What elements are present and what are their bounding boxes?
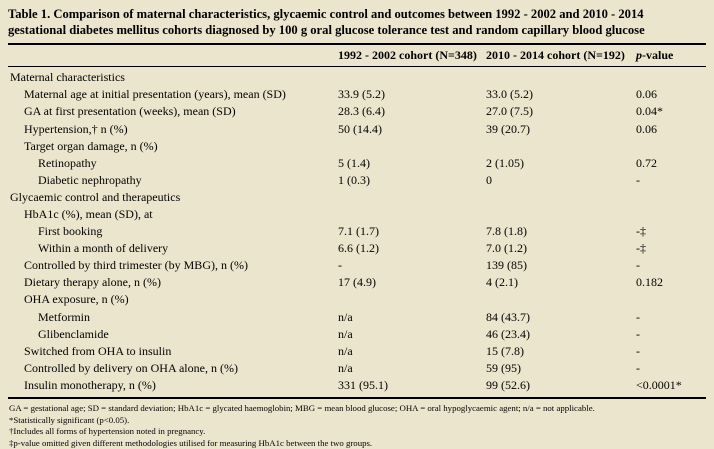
rule-below-header <box>8 66 706 68</box>
row-label: Switched from OHA to insulin <box>24 343 172 358</box>
table-title: Table 1. Comparison of maternal characte… <box>8 7 645 38</box>
footnote-pvalue-omitted: ‡p-value omitted given different methodo… <box>9 437 373 448</box>
cell-cohort1: 50 (14.4) <box>338 121 382 136</box>
row-label: HbA1c (%), mean (SD), at <box>24 206 153 221</box>
table-row: Switched from OHA to insulin n/a 15 (7.8) - <box>8 343 706 360</box>
cell-cohort1: 7.1 (1.7) <box>338 224 379 239</box>
cell-cohort1: - <box>338 258 342 273</box>
table-row: First booking 7.1 (1.7) 7.8 (1.8) -‡ <box>8 223 706 240</box>
rule-below-title <box>8 43 706 46</box>
row-label: First booking <box>38 224 103 239</box>
cell-pvalue: - <box>636 360 640 375</box>
cell-cohort1: 1 (0.3) <box>338 172 370 187</box>
cell-cohort2: 99 (52.6) <box>486 377 530 392</box>
table-row: OHA exposure, n (%) <box>8 291 706 308</box>
cell-pvalue: - <box>636 326 640 341</box>
cell-cohort2: 2 (1.05) <box>486 155 524 170</box>
cell-cohort1: 6.6 (1.2) <box>338 241 379 256</box>
table-body: Maternal characteristics Maternal age at … <box>8 67 706 394</box>
header-pvalue-p: p <box>636 48 642 63</box>
table-header-row: 1992 - 2002 cohort (N=348) 2010 - 2014 c… <box>8 45 706 66</box>
cell-pvalue: <0.0001* <box>636 377 682 392</box>
table-row: GA at first presentation (weeks), mean (… <box>8 103 706 120</box>
header-pvalue-rest: -value <box>642 48 674 63</box>
table-row: Maternal characteristics <box>8 69 706 86</box>
footnote-significance: *Statistically significant (p<0.05). <box>9 414 130 425</box>
cell-cohort2: 84 (43.7) <box>486 309 530 324</box>
table-row: Glibenclamide n/a 46 (23.4) - <box>8 326 706 343</box>
row-label: Insulin monotherapy, n (%) <box>24 377 156 392</box>
header-cohort1: 1992 - 2002 cohort (N=348) <box>338 48 477 63</box>
row-label: Dietary therapy alone, n (%) <box>24 275 161 290</box>
footnote-hypertension: †Includes all forms of hypertension note… <box>9 426 206 437</box>
row-label: GA at first presentation (weeks), mean (… <box>24 104 236 119</box>
cell-pvalue: -‡ <box>636 241 646 256</box>
table-row: Hypertension,† n (%) 50 (14.4) 39 (20.7) 0.… <box>8 121 706 138</box>
cell-cohort1: n/a <box>338 309 353 324</box>
cell-pvalue: - <box>636 343 640 358</box>
cell-pvalue: 0.06 <box>636 87 657 102</box>
cell-cohort1: 28.3 (6.4) <box>338 104 385 119</box>
cell-cohort2: 7.0 (1.2) <box>486 241 527 256</box>
cell-pvalue: 0.06 <box>636 121 657 136</box>
cell-cohort2: 7.8 (1.8) <box>486 224 527 239</box>
table-row: Dietary therapy alone, n (%) 17 (4.9) 4 (2… <box>8 274 706 291</box>
table-row: Retinopathy 5 (1.4) 2 (1.05) 0.72 <box>8 155 706 172</box>
table-row: Metformin n/a 84 (43.7) - <box>8 309 706 326</box>
row-label: Glycaemic control and therapeutics <box>10 189 181 204</box>
row-label: Controlled by third trimester (by MBG), … <box>24 258 248 273</box>
cell-pvalue: - <box>636 172 640 187</box>
table-row: Maternal age at initial presentation (ye… <box>8 86 706 103</box>
cell-cohort2: 33.0 (5.2) <box>486 87 533 102</box>
cell-cohort2: 59 (95) <box>486 360 521 375</box>
footnotes: GA = gestational age; SD = standard devi… <box>8 397 706 449</box>
row-label: Maternal age at initial presentation (ye… <box>24 87 286 102</box>
header-cohort2: 2010 - 2014 cohort (N=192) <box>486 48 625 63</box>
table-row: Insulin monotherapy, n (%) 331 (95.1) 99 (… <box>8 377 706 394</box>
row-label: Maternal characteristics <box>10 70 125 85</box>
cell-pvalue: - <box>636 258 640 273</box>
cell-cohort2: 4 (2.1) <box>486 275 518 290</box>
cell-cohort2: 15 (7.8) <box>486 343 524 358</box>
cell-pvalue: 0.182 <box>636 275 663 290</box>
table-row: Controlled by delivery on OHA alone, n (… <box>8 360 706 377</box>
cell-cohort2: 139 (85) <box>486 258 527 273</box>
table-row: Within a month of delivery 6.6 (1.2) 7.0 (… <box>8 240 706 257</box>
cell-cohort1: n/a <box>338 326 353 341</box>
cell-cohort1: 17 (4.9) <box>338 275 376 290</box>
row-label: Within a month of delivery <box>38 241 169 256</box>
row-label: Diabetic nephropathy <box>38 172 142 187</box>
cell-cohort1: 331 (95.1) <box>338 377 388 392</box>
cell-cohort1: 5 (1.4) <box>338 155 370 170</box>
cell-cohort2: 0 <box>486 172 492 187</box>
header-pvalue: p-value <box>636 48 706 63</box>
row-label: Retinopathy <box>38 155 97 170</box>
cell-cohort2: 46 (23.4) <box>486 326 530 341</box>
row-label: Target organ damage, n (%) <box>24 138 158 153</box>
cell-cohort1: n/a <box>338 343 353 358</box>
row-label: Glibenclamide <box>38 326 109 341</box>
cell-pvalue: -‡ <box>636 224 646 239</box>
table-row: Glycaemic control and therapeutics <box>8 189 706 206</box>
row-label: OHA exposure, n (%) <box>24 292 129 307</box>
cell-pvalue: - <box>636 309 640 324</box>
table-row: Controlled by third trimester (by MBG), … <box>8 257 706 274</box>
cell-cohort2: 27.0 (7.5) <box>486 104 533 119</box>
row-label: Metformin <box>38 309 90 324</box>
table-row: Target organ damage, n (%) <box>8 138 706 155</box>
cell-cohort1: n/a <box>338 360 353 375</box>
footnote-abbreviations: GA = gestational age; SD = standard devi… <box>9 403 595 413</box>
cell-cohort1: 33.9 (5.2) <box>338 87 385 102</box>
table-row: HbA1c (%), mean (SD), at <box>8 206 706 223</box>
cell-cohort2: 39 (20.7) <box>486 121 530 136</box>
table-row: Diabetic nephropathy 1 (0.3) 0 - <box>8 172 706 189</box>
cell-pvalue: 0.72 <box>636 155 657 170</box>
row-label: Hypertension,† n (%) <box>24 121 128 136</box>
row-label: Controlled by delivery on OHA alone, n (… <box>24 360 238 375</box>
cell-pvalue: 0.04* <box>636 104 663 119</box>
